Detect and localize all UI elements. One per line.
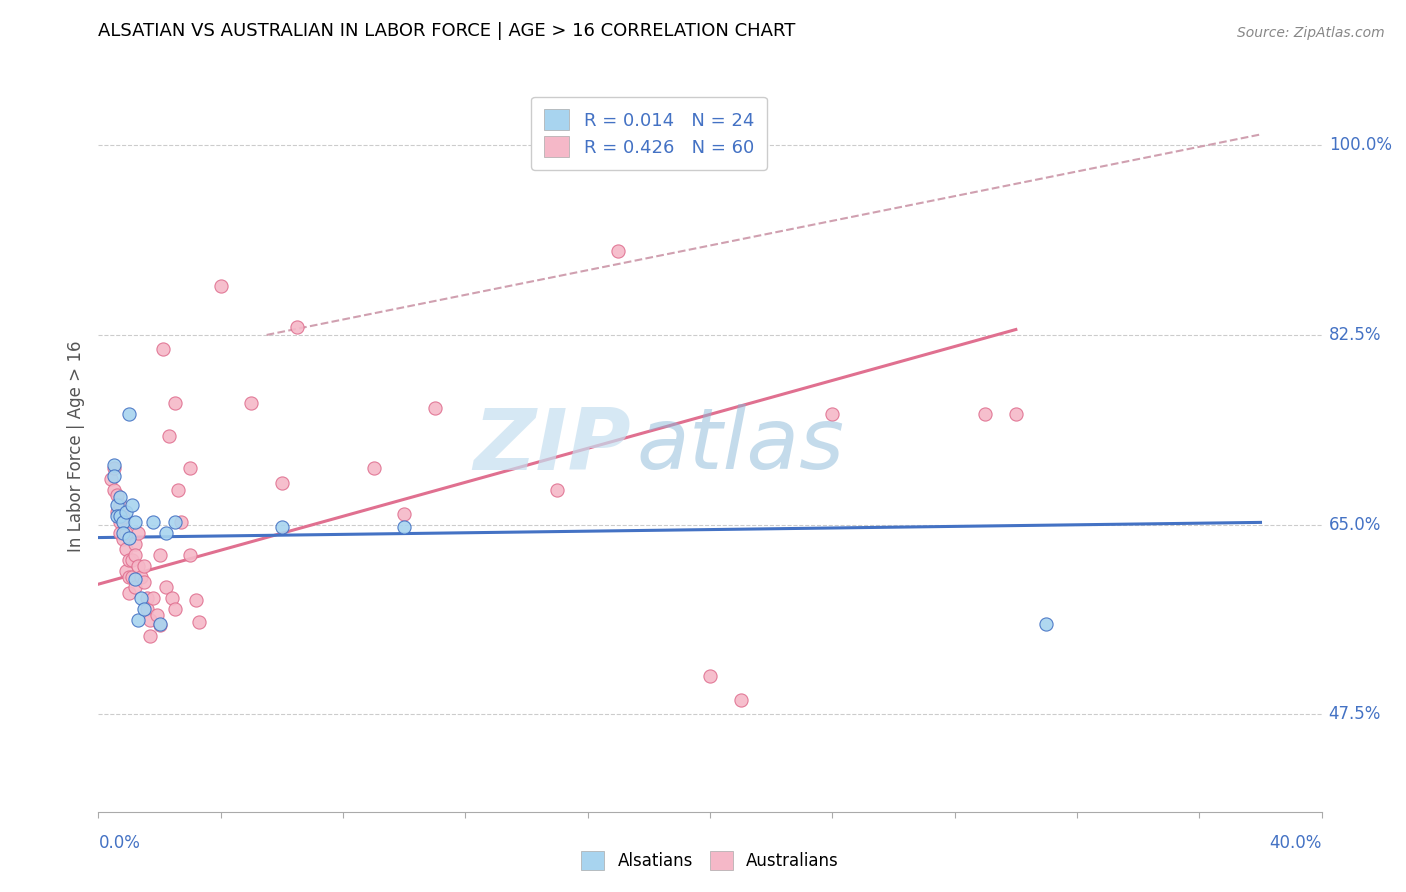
Point (111, 516, 134, 530)
Point (127, 558, 149, 573)
Text: ZIP: ZIP (472, 404, 630, 488)
Text: 47.5%: 47.5% (1329, 706, 1381, 723)
Point (129, 591, 152, 606)
Point (108, 526, 131, 541)
Legend: Alsatians, Australians: Alsatians, Australians (574, 844, 846, 877)
Point (139, 613, 162, 627)
Text: 40.0%: 40.0% (1270, 834, 1322, 852)
Point (139, 629, 162, 643)
Point (127, 526, 149, 541)
Point (124, 537, 146, 551)
Point (103, 461, 125, 475)
Point (1004, 407, 1026, 421)
Point (1035, 617, 1057, 632)
Point (121, 498, 143, 512)
Point (285, 320, 308, 334)
Point (118, 531, 141, 545)
Point (100, 472, 122, 486)
Point (134, 574, 156, 589)
Point (163, 396, 186, 410)
Point (163, 602, 186, 616)
Point (392, 507, 416, 521)
Point (105, 498, 128, 512)
Point (124, 548, 146, 562)
Text: ALSATIAN VS AUSTRALIAN IN LABOR FORCE | AGE > 16 CORRELATION CHART: ALSATIAN VS AUSTRALIAN IN LABOR FORCE | … (98, 22, 796, 40)
Point (105, 504, 128, 518)
Point (149, 618, 172, 632)
Point (149, 617, 172, 632)
Text: 100.0%: 100.0% (1329, 136, 1392, 154)
Point (157, 428, 180, 442)
Point (105, 508, 128, 523)
Point (163, 516, 186, 530)
Text: Source: ZipAtlas.com: Source: ZipAtlas.com (1237, 26, 1385, 40)
Point (136, 602, 159, 616)
Point (108, 516, 131, 530)
Point (115, 504, 138, 518)
Point (142, 516, 165, 530)
Point (118, 553, 141, 567)
Point (149, 548, 172, 562)
Point (103, 483, 125, 497)
Text: atlas: atlas (637, 404, 845, 488)
Point (546, 483, 568, 497)
Point (188, 615, 211, 629)
Point (423, 401, 446, 415)
Point (607, 244, 630, 259)
Point (186, 593, 208, 607)
Point (240, 396, 263, 410)
Point (108, 491, 131, 505)
Text: 0.0%: 0.0% (98, 834, 141, 852)
Point (170, 516, 193, 530)
Point (730, 693, 752, 707)
Point (142, 591, 165, 606)
Point (145, 607, 167, 622)
Point (134, 602, 156, 616)
Point (179, 548, 201, 562)
Point (111, 510, 134, 524)
Point (136, 591, 159, 606)
Point (108, 508, 131, 523)
Point (270, 476, 292, 491)
Point (974, 407, 997, 421)
Point (209, 279, 232, 293)
Point (134, 558, 156, 573)
Text: 82.5%: 82.5% (1329, 326, 1381, 344)
Point (118, 569, 141, 583)
Point (821, 407, 844, 421)
Point (127, 613, 149, 627)
Point (124, 516, 146, 530)
Point (179, 461, 201, 475)
Point (155, 526, 177, 541)
Point (160, 591, 183, 606)
Point (124, 581, 146, 595)
Point (103, 468, 125, 483)
Point (108, 498, 131, 512)
Point (363, 461, 385, 475)
Point (121, 553, 143, 567)
Point (121, 569, 143, 583)
Point (103, 458, 125, 472)
Point (699, 669, 721, 683)
Point (115, 526, 138, 541)
Point (118, 586, 141, 600)
Point (105, 488, 128, 502)
Point (152, 342, 174, 356)
Point (167, 483, 190, 497)
Point (118, 407, 141, 421)
Point (111, 532, 134, 546)
Point (111, 526, 134, 541)
Y-axis label: In Labor Force | Age > 16: In Labor Force | Age > 16 (66, 340, 84, 552)
Text: 65.0%: 65.0% (1329, 516, 1381, 533)
Point (392, 520, 416, 534)
Point (115, 564, 138, 578)
Point (270, 520, 292, 534)
Point (129, 569, 152, 583)
Point (124, 572, 146, 586)
Point (155, 581, 177, 595)
Point (115, 542, 138, 557)
